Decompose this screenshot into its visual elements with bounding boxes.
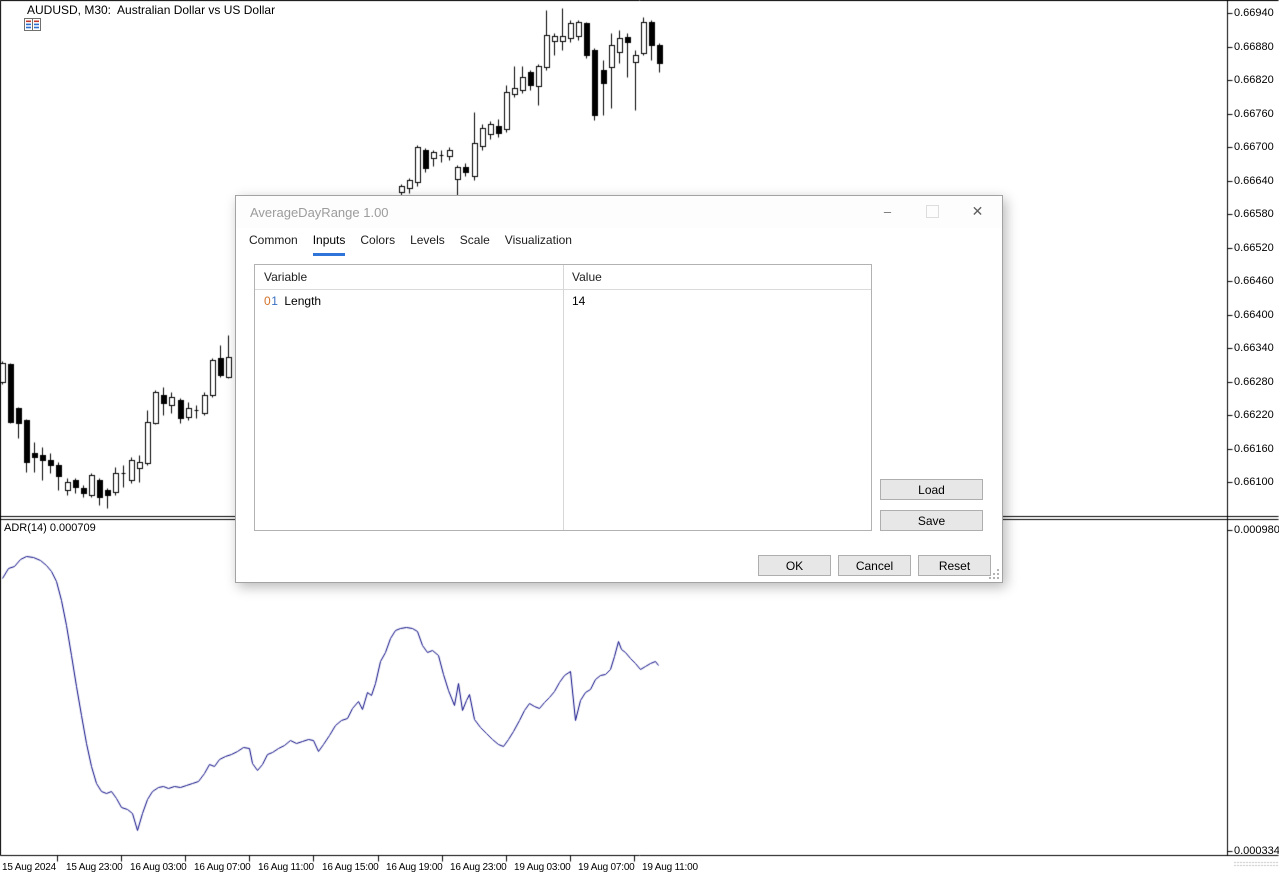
close-icon: ✕ xyxy=(971,203,984,219)
time-tick-label: 16 Aug 23:00 xyxy=(450,862,507,873)
time-tick-label: 15 Aug 2024 xyxy=(2,862,56,873)
price-tick-label: 0.66820 xyxy=(1234,74,1274,86)
resize-grip[interactable] xyxy=(988,568,999,579)
price-tick-label: 0.66340 xyxy=(1234,342,1274,354)
price-tick-label: 0.66400 xyxy=(1234,309,1274,321)
variable-cell: 01 Length xyxy=(255,290,563,312)
table-row[interactable]: 01 Length 14 xyxy=(255,290,871,312)
tab-levels[interactable]: Levels xyxy=(410,233,445,247)
price-tick-label: 0.66700 xyxy=(1234,141,1274,153)
column-divider xyxy=(563,265,564,530)
minimize-button[interactable]: – xyxy=(873,197,902,226)
time-axis[interactable]: 15 Aug 2024 15 Aug 23:00 16 Aug 03:00 16 Au… xyxy=(0,856,1279,878)
cancel-button[interactable]: Cancel xyxy=(838,555,911,576)
column-header-value: Value xyxy=(572,270,602,284)
price-tick-label: 0.66280 xyxy=(1234,376,1274,388)
inputs-table: Variable Value 01 Length 14 xyxy=(254,264,872,531)
indicator-tick-label: 0.000980 xyxy=(1234,524,1279,536)
price-tick-label: 0.66460 xyxy=(1234,275,1274,287)
time-tick-label: 16 Aug 19:00 xyxy=(386,862,443,873)
close-button[interactable]: ✕ xyxy=(963,197,992,226)
dialog-titlebar[interactable]: AverageDayRange 1.00 – ✕ xyxy=(236,196,1002,228)
indicator-settings-dialog: AverageDayRange 1.00 – ✕ Common Inputs C… xyxy=(235,195,1003,583)
reset-button[interactable]: Reset xyxy=(918,555,991,576)
tab-visualization[interactable]: Visualization xyxy=(504,233,572,247)
price-tick-label: 0.66940 xyxy=(1234,7,1274,19)
tab-colors[interactable]: Colors xyxy=(360,233,396,247)
maximize-icon xyxy=(926,205,939,218)
column-header-variable: Variable xyxy=(264,270,308,284)
time-tick-label: 19 Aug 07:00 xyxy=(578,862,635,873)
price-tick-label: 0.66160 xyxy=(1234,443,1274,455)
save-button[interactable]: Save xyxy=(880,510,983,531)
indicator-tick-label: 0.000334 xyxy=(1234,845,1279,857)
price-tick-label: 0.66100 xyxy=(1234,476,1274,488)
dialog-tabs: Common Inputs Colors Levels Scale Visual… xyxy=(249,233,572,256)
time-tick-label: 19 Aug 11:00 xyxy=(642,862,698,873)
tab-inputs[interactable]: Inputs xyxy=(312,233,346,256)
time-tick-label: 16 Aug 15:00 xyxy=(322,862,379,873)
row-index: 01 xyxy=(264,294,279,308)
price-tick-label: 0.66520 xyxy=(1234,242,1274,254)
value-cell[interactable]: 14 xyxy=(572,294,586,308)
price-tick-label: 0.66640 xyxy=(1234,175,1274,187)
maximize-button[interactable] xyxy=(918,197,947,226)
time-tick-label: 16 Aug 07:00 xyxy=(194,862,251,873)
variable-name: Length xyxy=(284,294,322,308)
time-tick-label: 19 Aug 03:00 xyxy=(514,862,571,873)
time-tick-label: 16 Aug 03:00 xyxy=(130,862,187,873)
price-tick-label: 0.66580 xyxy=(1234,208,1274,220)
load-button[interactable]: Load xyxy=(880,479,983,500)
ok-button[interactable]: OK xyxy=(758,555,831,576)
tab-common[interactable]: Common xyxy=(249,233,298,247)
price-tick-label: 0.66880 xyxy=(1234,41,1274,53)
tab-scale[interactable]: Scale xyxy=(459,233,490,247)
chart-title-text: AUDUSD, M30: Australian Dollar vs US Dol… xyxy=(27,3,276,17)
minimize-icon: – xyxy=(883,204,892,219)
chart-symbol-title: AUDUSD, M30: Australian Dollar vs US Dol… xyxy=(4,3,276,31)
time-tick-label: 16 Aug 11:00 xyxy=(258,862,314,873)
price-axis[interactable]: 0.66940 0.66880 0.66820 0.66760 0.66700 0.666… xyxy=(1228,0,1279,857)
window-controls: – ✕ xyxy=(873,197,992,226)
time-tick-label: 15 Aug 23:00 xyxy=(66,862,123,873)
indicator-label: ADR(14) 0.000709 xyxy=(4,522,96,534)
price-tick-label: 0.66760 xyxy=(1234,108,1274,120)
price-tick-label: 0.66220 xyxy=(1234,409,1274,421)
dialog-title: AverageDayRange 1.00 xyxy=(250,205,389,220)
symbol-icon xyxy=(4,4,42,31)
